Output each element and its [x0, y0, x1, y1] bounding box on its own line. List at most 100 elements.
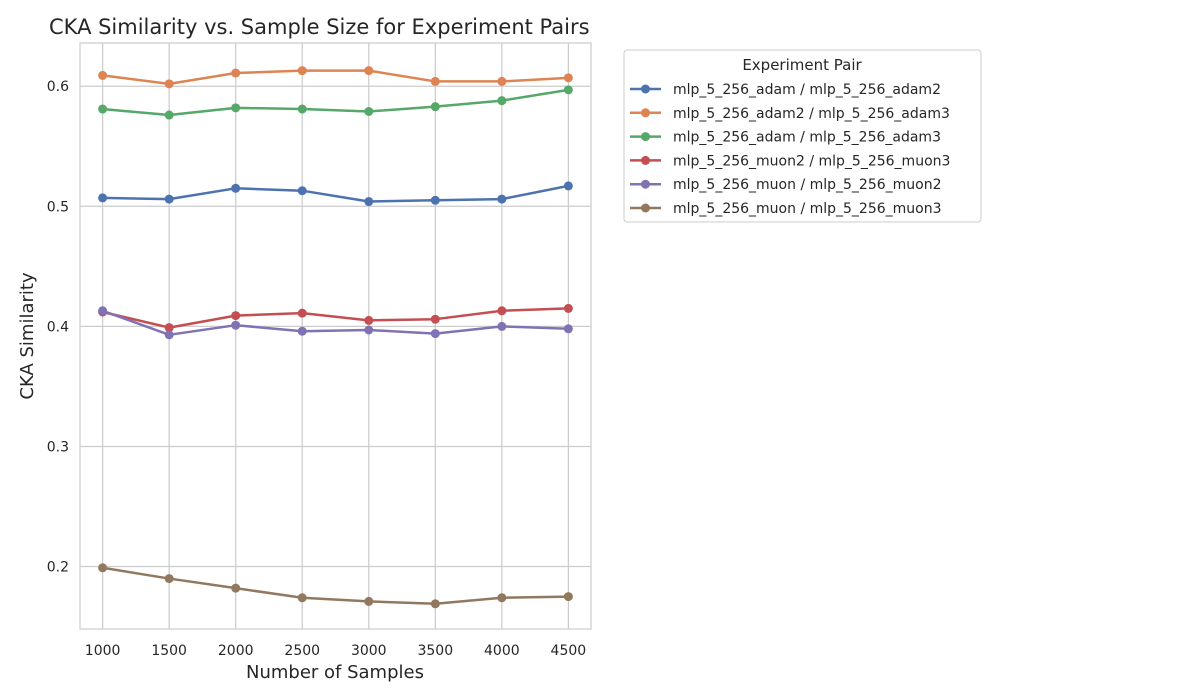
series-6 [98, 563, 573, 609]
series-2 [98, 66, 573, 89]
legend-marker [641, 179, 650, 189]
data-point [497, 306, 507, 316]
data-point [563, 592, 573, 602]
data-point [364, 325, 374, 335]
data-point [231, 311, 241, 321]
data-point [98, 70, 108, 80]
data-point [430, 599, 440, 609]
data-point [364, 66, 374, 76]
data-point [563, 85, 573, 95]
x-tick-label: 4000 [484, 643, 520, 659]
legend-box [623, 49, 982, 223]
chart-title: CKA Similarity vs. Sample Size for Exper… [49, 15, 590, 39]
legend-item-6: mlp_5_256_muon / mlp_5_256_muon3 [630, 201, 942, 217]
data-point [430, 314, 440, 324]
data-point [364, 315, 374, 325]
x-axis-label: Number of Samples [246, 662, 424, 683]
grid [80, 43, 591, 629]
data-point [430, 195, 440, 205]
series-5 [98, 306, 573, 340]
legend-marker [641, 203, 650, 213]
data-point [497, 593, 507, 603]
x-tick-label: 1500 [151, 643, 187, 659]
data-point [364, 596, 374, 606]
series-line [101, 184, 570, 203]
data-point [297, 308, 307, 318]
y-tick-label: 0.6 [47, 79, 69, 95]
y-tick-label: 0.2 [47, 560, 69, 576]
series-line [101, 307, 570, 329]
data-point [430, 329, 440, 339]
legend-marker [641, 84, 650, 94]
series-line [101, 566, 570, 606]
data-point [231, 103, 241, 113]
series-3 [98, 85, 573, 120]
legend-label: mlp_5_256_muon / mlp_5_256_muon2 [673, 177, 942, 193]
legend-marker [641, 132, 650, 142]
data-point [497, 321, 507, 331]
series-4 [98, 303, 573, 333]
legend-label: mlp_5_256_muon2 / mlp_5_256_muon3 [673, 153, 950, 169]
legend-label: mlp_5_256_adam / mlp_5_256_adam3 [673, 130, 941, 146]
data-point [164, 79, 174, 89]
legend-title: Experiment Pair [742, 56, 862, 74]
data-point [231, 583, 241, 593]
data-point [98, 563, 108, 573]
data-point [98, 193, 108, 203]
data-point [297, 326, 307, 336]
data-point [563, 73, 573, 83]
series-1 [98, 181, 573, 207]
legend: Experiment Pair mlp_5_256_adam / mlp_5_2… [623, 49, 982, 223]
data-point [563, 303, 573, 313]
x-tick-label: 2500 [284, 643, 320, 659]
data-point [364, 197, 374, 207]
series-line [101, 69, 570, 86]
legend-label: mlp_5_256_muon / mlp_5_256_muon3 [673, 201, 942, 217]
y-tick-label: 0.4 [47, 319, 69, 335]
data-point [164, 574, 174, 584]
legend-marker [641, 155, 650, 165]
data-point [297, 66, 307, 76]
legend-marker [641, 108, 650, 118]
series-line [101, 309, 570, 337]
x-tick-label: 3500 [417, 643, 453, 659]
x-tick-label: 1000 [85, 643, 121, 659]
data-point [364, 106, 374, 116]
data-point [497, 194, 507, 204]
data-point [98, 104, 108, 114]
y-axis-label: CKA Similarity [17, 272, 38, 400]
data-point [231, 183, 241, 193]
data-point [164, 323, 174, 333]
data-point [297, 186, 307, 196]
legend-items: mlp_5_256_adam / mlp_5_256_adam2 mlp_5_25… [630, 82, 950, 217]
data-point [297, 593, 307, 603]
x-tick-label: 2000 [218, 643, 254, 659]
legend-item-2: mlp_5_256_adam2 / mlp_5_256_adam3 [630, 106, 950, 122]
data-point [164, 194, 174, 204]
legend-item-4: mlp_5_256_muon2 / mlp_5_256_muon3 [630, 153, 950, 169]
legend-item-3: mlp_5_256_adam / mlp_5_256_adam3 [630, 130, 941, 146]
series-layer [98, 66, 573, 609]
data-point [98, 306, 108, 316]
y-tick-label: 0.3 [47, 439, 69, 455]
plot-frame [79, 42, 592, 630]
data-point [297, 104, 307, 114]
legend-item-1: mlp_5_256_adam / mlp_5_256_adam2 [630, 82, 941, 98]
data-point [563, 181, 573, 191]
data-point [164, 330, 174, 340]
x-tick-label: 3000 [351, 643, 387, 659]
data-point [231, 320, 241, 330]
data-point [497, 96, 507, 106]
y-tick-label: 0.5 [47, 199, 69, 215]
legend-item-5: mlp_5_256_muon / mlp_5_256_muon2 [630, 177, 942, 193]
tick-labels: 1000 1500 2000 2500 3000 3500 4000 4500 0.2 0.3 0.… [47, 79, 586, 659]
x-tick-label: 4500 [551, 643, 587, 659]
data-point [430, 102, 440, 112]
data-point [563, 324, 573, 334]
data-point [497, 76, 507, 86]
legend-label: mlp_5_256_adam / mlp_5_256_adam2 [673, 82, 941, 98]
legend-label: mlp_5_256_adam2 / mlp_5_256_adam3 [673, 106, 950, 122]
data-point [430, 76, 440, 86]
series-line [101, 88, 570, 117]
